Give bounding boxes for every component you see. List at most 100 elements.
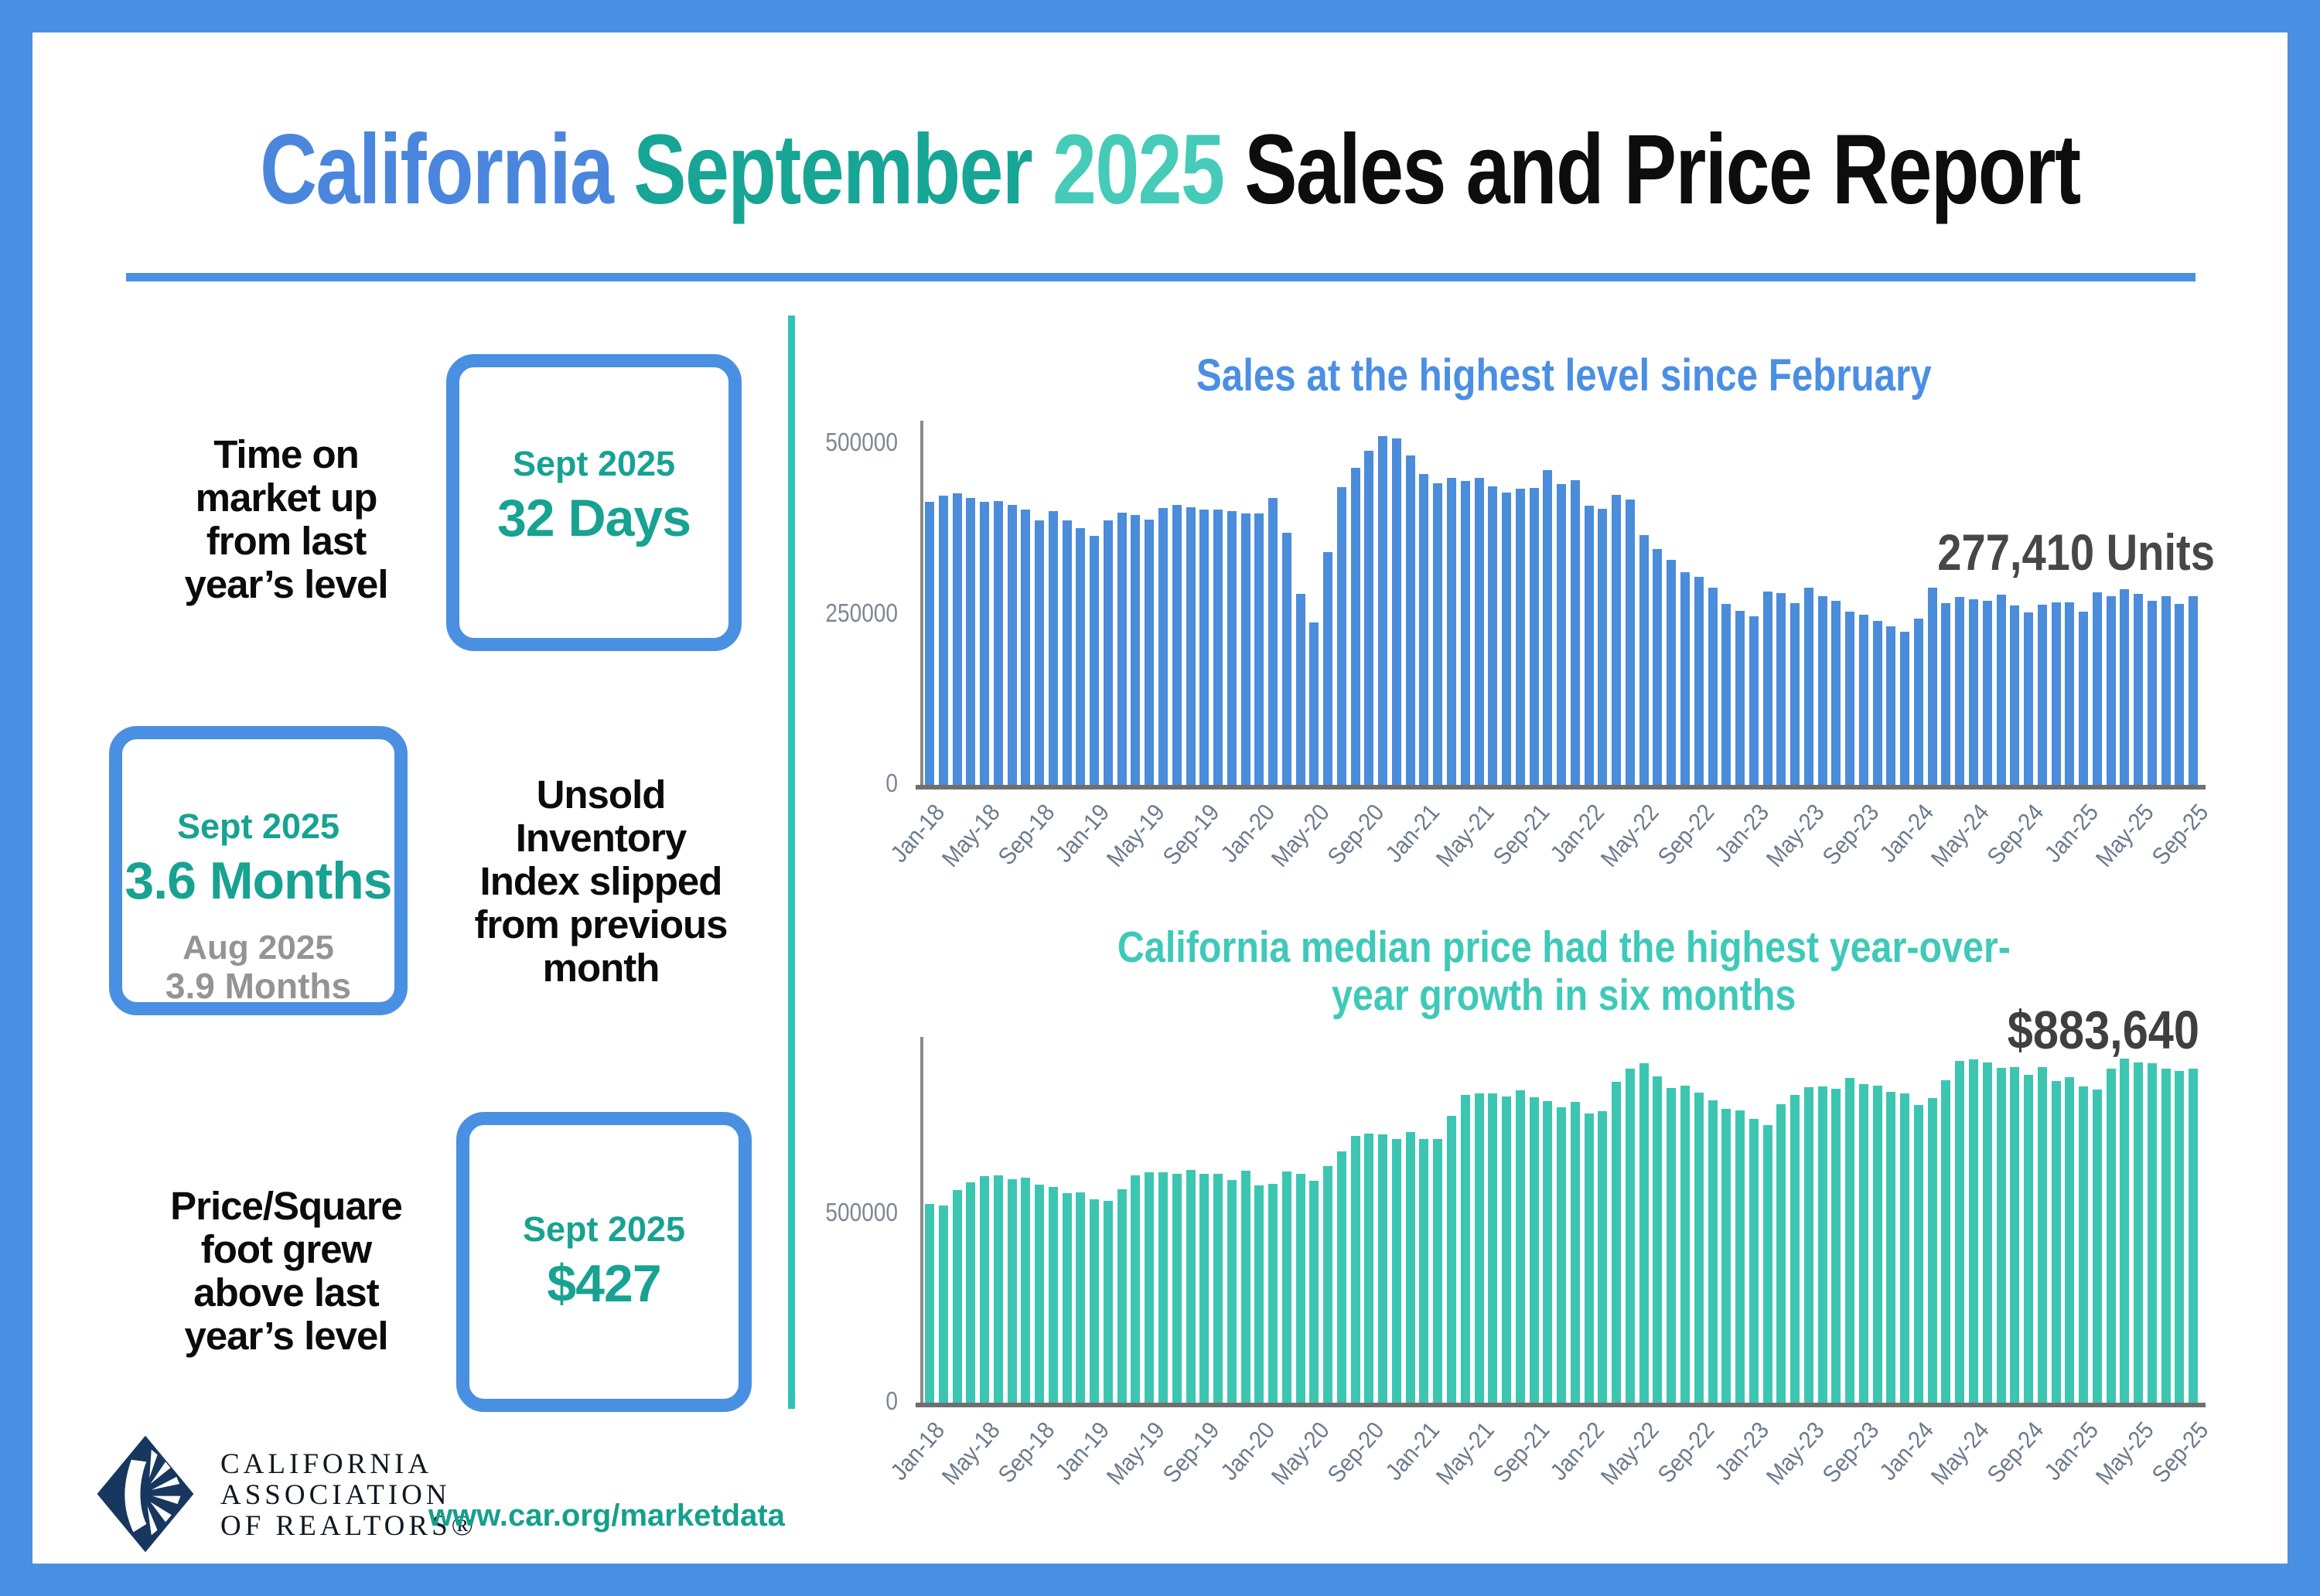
- median-price-bar: [2161, 1069, 2171, 1403]
- logo-line-2: ASSOCIATION: [220, 1479, 451, 1511]
- median-price-bar: [925, 1203, 934, 1403]
- stat-unsold-inventory-label: Unsold Inventory Index slipped from prev…: [474, 772, 728, 990]
- stat-time-on-market-label: Time on market up from last year’s level: [184, 432, 388, 606]
- sales-bar: [1378, 435, 1388, 785]
- median-price-bar: [1405, 1131, 1415, 1403]
- median-price-bar: [1323, 1166, 1333, 1403]
- stat-period: Sept 2025: [522, 1209, 686, 1249]
- median-price-bar: [938, 1206, 948, 1403]
- median-price-bar: [1941, 1079, 1951, 1403]
- median-price-bar: [1639, 1063, 1649, 1403]
- sales-bar: [1831, 601, 1841, 785]
- sales-bar: [1172, 504, 1182, 785]
- sales-ytick-label: 250000: [825, 598, 898, 627]
- car-logo-icon: [97, 1435, 194, 1553]
- median-price-bar: [1927, 1098, 1937, 1403]
- sales-bar: [1447, 477, 1456, 785]
- median-price-bar: [1281, 1171, 1291, 1403]
- sales-bar: [1680, 572, 1690, 785]
- median-price-bar: [1886, 1092, 1896, 1403]
- median-price-xtick-label: Sep-24: [1981, 1417, 2049, 1489]
- median-price-y-axis: [920, 1037, 923, 1404]
- sales-xtick-label: May-23: [1760, 799, 1830, 872]
- median-price-bar: [1158, 1171, 1168, 1403]
- median-price-bar: [1584, 1113, 1594, 1403]
- page-title: California September 2025 Sales and Pric…: [32, 116, 2288, 224]
- sales-bar: [1927, 587, 1937, 785]
- sales-bar: [2134, 594, 2144, 785]
- median-price-xtick-label: Sep-19: [1157, 1417, 1225, 1489]
- sales-bar: [1474, 477, 1484, 785]
- sales-bar: [1557, 484, 1567, 785]
- median-price-bar: [980, 1175, 990, 1403]
- median-price-bar: [1721, 1109, 1731, 1403]
- stat-value: 3.6 Months: [125, 851, 392, 910]
- title-rest: Sales and Price Report: [1244, 114, 2081, 225]
- median-price-bar: [1199, 1174, 1209, 1403]
- median-price-xtick-label: May-21: [1431, 1417, 1499, 1490]
- median-price-bar: [1131, 1175, 1141, 1403]
- median-price-bar: [1969, 1059, 1979, 1403]
- sales-bar: [1117, 512, 1127, 785]
- sales-xtick-label: Sep-20: [1322, 799, 1390, 871]
- sales-bar: [1584, 505, 1594, 785]
- median-price-bar: [1817, 1086, 1827, 1403]
- median-price-bar: [1103, 1201, 1113, 1403]
- median-price-bar: [1557, 1107, 1567, 1403]
- median-price-bar: [1186, 1169, 1196, 1403]
- median-price-bar: [2065, 1077, 2075, 1403]
- sales-bar: [966, 498, 976, 785]
- sales-bar: [2147, 601, 2157, 785]
- median-price-bar: [1598, 1111, 1608, 1403]
- sales-bar: [1982, 601, 1992, 785]
- sales-bar: [2189, 595, 2199, 785]
- median-price-bar: [1268, 1184, 1278, 1403]
- sales-bar: [1048, 510, 1058, 785]
- sales-bar: [1941, 602, 1951, 785]
- sales-bar: [1543, 469, 1553, 785]
- median-price-bar: [1680, 1086, 1690, 1403]
- median-price-bar: [1708, 1100, 1718, 1403]
- sales-bar: [1295, 594, 1305, 785]
- median-price-bar: [2079, 1086, 2089, 1403]
- sales-bar: [1007, 504, 1017, 785]
- sales-bar: [1062, 520, 1072, 785]
- sales-bar: [1790, 602, 1800, 785]
- median-price-ytick-label: 0: [885, 1386, 898, 1415]
- median-price-xtick-label: May-18: [936, 1417, 1005, 1490]
- median-price-bar: [1831, 1088, 1841, 1403]
- median-price-bar: [1021, 1177, 1031, 1403]
- sales-bar: [1969, 599, 1979, 785]
- median-price-bar: [1048, 1186, 1058, 1403]
- sales-bar: [2161, 595, 2171, 785]
- sales-bar: [1803, 587, 1813, 785]
- sales-xtick-label: Sep-24: [1981, 799, 2049, 871]
- sales-bar: [2120, 589, 2130, 785]
- sales-bar: [2065, 602, 2075, 785]
- stat-prev-value: 3.9 Months: [165, 966, 352, 1006]
- sales-bar: [1309, 622, 1319, 785]
- sales-ytick-label: 0: [885, 769, 898, 797]
- median-price-bar: [1474, 1093, 1484, 1403]
- median-price-xtick-label: Sep-21: [1487, 1417, 1555, 1489]
- median-price-xtick-label: May-19: [1100, 1417, 1170, 1490]
- sales-bar: [1529, 487, 1539, 785]
- median-price-bar: [1872, 1085, 1882, 1403]
- median-price-bar: [1062, 1193, 1072, 1403]
- stat-period: Sept 2025: [512, 444, 676, 483]
- median-price-bar: [1295, 1173, 1305, 1403]
- median-price-ytick-label: 500000: [825, 1197, 898, 1226]
- sales-bar: [2092, 592, 2102, 785]
- sales-bar: [952, 493, 962, 785]
- sales-bar: [1598, 509, 1608, 785]
- median-price-bar: [1488, 1093, 1498, 1403]
- sales-bar: [1625, 499, 1635, 785]
- sales-y-axis: [920, 421, 923, 786]
- stat-unsold-inventory-box: Sept 2025 3.6 Months Aug 2025 3.9 Months: [109, 726, 408, 1015]
- logo-line-3: OF REALTORS®: [220, 1510, 477, 1542]
- sales-bar: [1502, 493, 1512, 785]
- sales-chart-plot: 0 250000 500000 Jan-18 May-18 Sep-18 Jan-19 May…: [825, 421, 2214, 872]
- sales-bar: [2037, 605, 2047, 785]
- median-price-bar: [1350, 1135, 1360, 1403]
